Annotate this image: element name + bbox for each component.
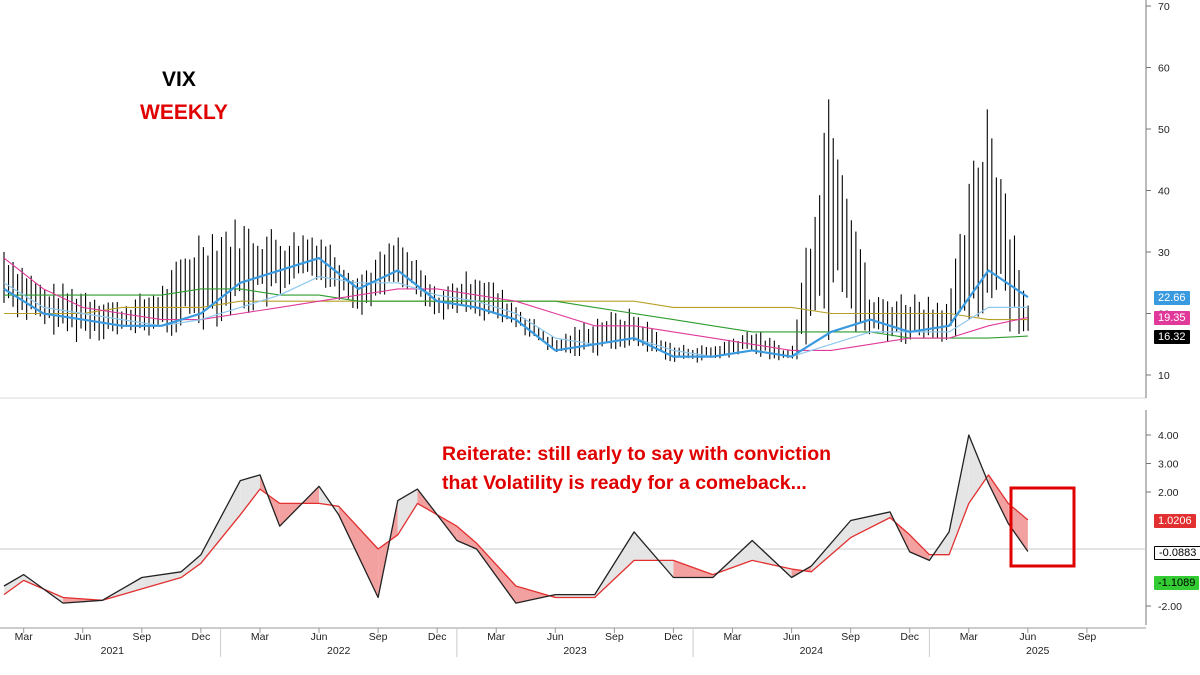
oscillator-fill-segment [240, 474, 260, 515]
badge-ma-fast: 22.66 [1154, 291, 1190, 305]
badge-signal: 1.0206 [1154, 514, 1196, 528]
upper-y-tick-label: 50 [1158, 124, 1170, 136]
oscillator-fill-segment [476, 543, 516, 604]
upper-y-tick-label: 40 [1158, 186, 1170, 198]
x-month-label: Dec [664, 631, 683, 643]
oscillator-line [3, 434, 1029, 604]
oscillator-fill-segment [811, 520, 851, 572]
badge-last-close: 16.32 [1154, 330, 1190, 344]
x-month-label: Jun [311, 631, 328, 643]
x-year-label: 2021 [101, 645, 125, 657]
x-month-label: Mar [251, 631, 270, 643]
chart-subtitle: WEEKLY [140, 101, 228, 124]
oscillator-fill-segment [456, 526, 477, 549]
x-month-label: Sep [605, 631, 624, 643]
oscillator-fill-segment [673, 560, 713, 578]
oscillator-fill-segment [988, 474, 1009, 524]
x-year-label: 2025 [1026, 645, 1050, 657]
annotation-line-1: Reiterate: still early to say with convi… [442, 443, 832, 465]
oscillator-fill-segment [200, 480, 241, 564]
oscillator-fill-segment [949, 435, 969, 555]
x-month-label: Jun [547, 631, 564, 643]
badge-lower: -1.1089 [1154, 576, 1200, 590]
x-month-label: Mar [15, 631, 34, 643]
oscillator-fill-segment [909, 534, 930, 561]
ma-fast-line [3, 257, 1029, 358]
oscillator-fill-segment [397, 489, 418, 535]
highlight-box [1009, 486, 1076, 568]
oscillator-fill-segment [63, 597, 103, 604]
vix-weekly-bars [3, 99, 1029, 363]
oscillator-fill-segment [850, 511, 891, 538]
oscillator-fill-segment [181, 554, 201, 578]
badge-ma-slow: 19.35 [1154, 311, 1190, 325]
signal-line [3, 474, 1029, 601]
lower-y-tick-label: -2.00 [1158, 601, 1182, 613]
lower-y-tick-label: 3.00 [1158, 459, 1179, 471]
oscillator-fill-segment [968, 435, 989, 504]
x-month-label: Dec [900, 631, 919, 643]
x-year-label: 2024 [800, 645, 824, 657]
upper-y-tick-label: 70 [1158, 1, 1170, 13]
upper-y-tick-label: 10 [1158, 370, 1170, 382]
x-month-label: Jun [783, 631, 800, 643]
ma-medium-line [3, 276, 1028, 358]
lower-y-tick-label: 2.00 [1158, 487, 1179, 499]
oscillator-fill-segment [555, 594, 595, 598]
chart-title: VIX [162, 68, 196, 91]
x-month-label: Sep [369, 631, 388, 643]
x-month-label: Mar [487, 631, 506, 643]
x-month-label: Jun [74, 631, 91, 643]
x-month-label: Dec [428, 631, 447, 643]
upper-y-tick-label: 30 [1158, 247, 1170, 259]
x-month-label: Jun [1019, 631, 1036, 643]
oscillator-fill-segment [1008, 503, 1028, 552]
upper-y-tick-label: 60 [1158, 63, 1170, 75]
x-month-label: Dec [192, 631, 211, 643]
x-year-label: 2022 [327, 645, 351, 657]
x-month-label: Sep [1078, 631, 1097, 643]
x-month-label: Mar [960, 631, 979, 643]
oscillator-fill-segment [4, 574, 24, 595]
x-month-label: Sep [132, 631, 151, 643]
annotation-line-2: that Volatility is ready for a comeback.… [442, 472, 807, 494]
oscillator-fill-segment [515, 586, 556, 604]
lower-y-tick-label: 4.00 [1158, 430, 1179, 442]
badge-oscillator: -0.0883 [1154, 546, 1200, 560]
x-month-label: Mar [723, 631, 742, 643]
ma-slow-line [3, 257, 1029, 351]
oscillator-fill-segment [338, 506, 379, 598]
x-year-label: 2023 [563, 645, 587, 657]
x-month-label: Sep [841, 631, 860, 643]
